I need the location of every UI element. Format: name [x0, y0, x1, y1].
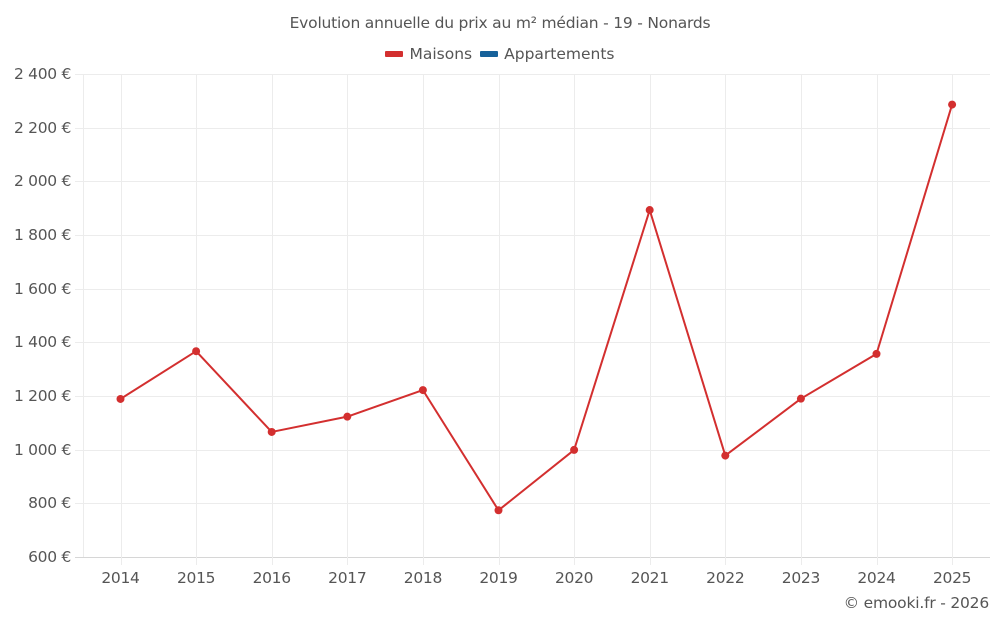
- y-tick-label: 1 800 €: [13, 226, 71, 244]
- maisons-swatch-icon: [385, 51, 404, 57]
- x-tick-label: 2019: [479, 569, 518, 587]
- data-point[interactable]: [570, 445, 579, 454]
- data-point[interactable]: [418, 386, 427, 395]
- x-tick-label: 2020: [554, 569, 594, 587]
- x-tick-label: 2016: [252, 569, 292, 587]
- x-tick-label: 2024: [857, 569, 896, 587]
- legend-label-appartements: Appartements: [504, 45, 615, 63]
- y-tick-label: 800 €: [28, 494, 71, 513]
- appartements-swatch-icon: [480, 51, 499, 57]
- data-point[interactable]: [721, 451, 730, 460]
- y-tick-label: 1 400 €: [13, 333, 71, 352]
- data-point[interactable]: [796, 394, 805, 403]
- credit-text: © emooki.fr - 2026: [843, 594, 990, 612]
- series-line-maisons: [119, 104, 954, 512]
- y-tick-label: 1 200 €: [13, 387, 71, 405]
- x-tick-label: 2018: [403, 569, 443, 587]
- y-tick-label: 2 000 €: [13, 172, 71, 191]
- data-point[interactable]: [343, 412, 352, 421]
- y-tick-label: 2 200 €: [13, 118, 71, 137]
- chart-legend: Maisons Appartements: [0, 45, 1000, 63]
- data-point[interactable]: [192, 347, 201, 356]
- x-tick-label: 2021: [630, 569, 670, 587]
- y-tick-label: 600 €: [28, 548, 71, 566]
- x-tick-label: 2017: [328, 569, 367, 587]
- data-point[interactable]: [116, 394, 125, 403]
- legend-label-maisons: Maisons: [409, 45, 473, 63]
- x-tick-label: 2014: [101, 569, 140, 587]
- x-tick-label: 2023: [781, 569, 821, 587]
- y-tick-label: 1 600 €: [13, 279, 71, 298]
- data-point[interactable]: [494, 506, 503, 515]
- legend-item-maisons[interactable]: Maisons: [385, 45, 472, 63]
- data-point[interactable]: [948, 100, 957, 109]
- y-tick-label: 2 400 €: [13, 65, 71, 83]
- x-tick-label: 2025: [932, 569, 972, 587]
- data-point[interactable]: [645, 206, 654, 215]
- data-point[interactable]: [267, 427, 276, 436]
- legend-item-appartements[interactable]: Appartements: [480, 45, 615, 63]
- x-tick-label: 2022: [706, 569, 745, 587]
- x-tick-label: 2015: [176, 569, 216, 587]
- chart-title: Evolution annuelle du prix au m² médian …: [289, 14, 711, 32]
- data-point[interactable]: [872, 349, 881, 358]
- y-tick-label: 1 000 €: [13, 440, 71, 459]
